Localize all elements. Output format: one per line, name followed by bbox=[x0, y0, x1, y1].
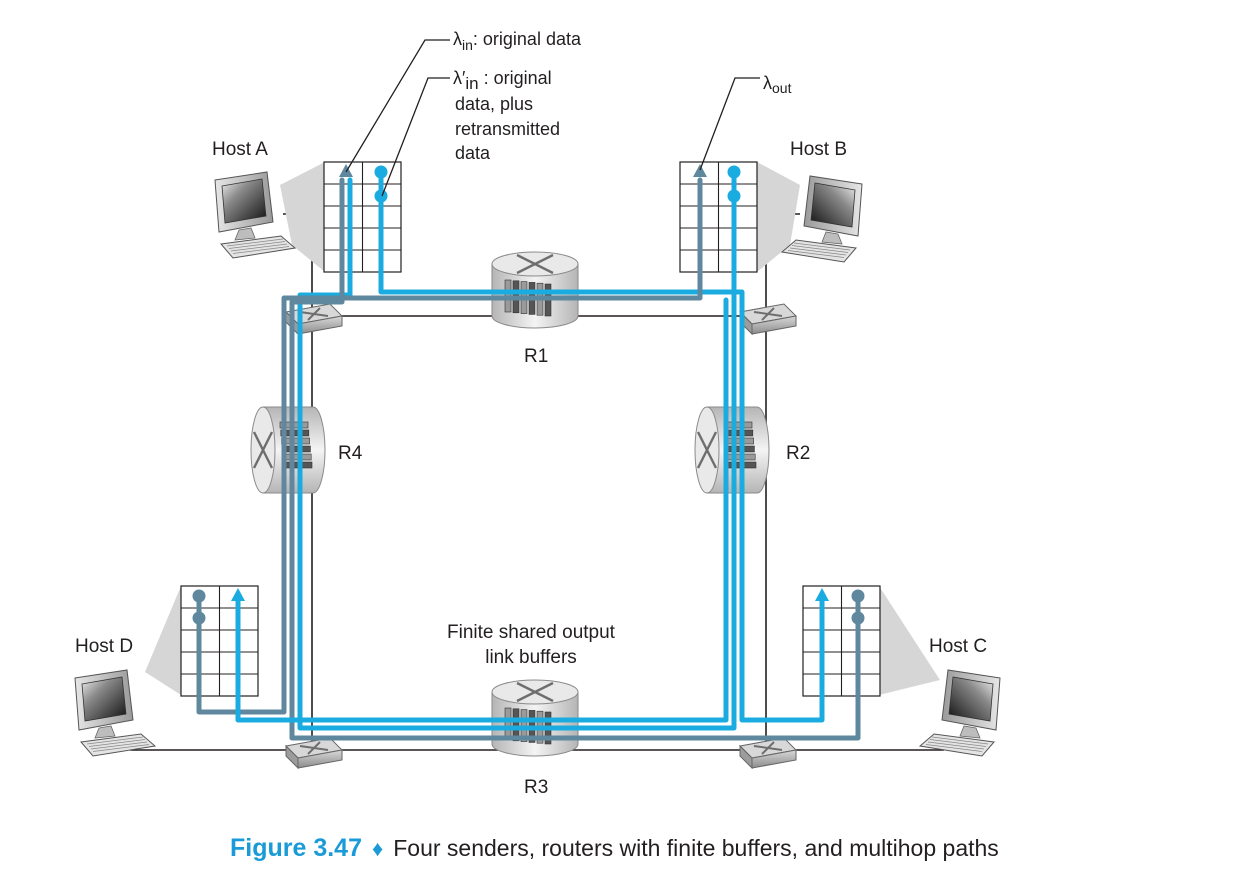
host-d-send-dot-2 bbox=[192, 611, 206, 625]
router-r4-icon bbox=[250, 406, 326, 494]
buffers-note-line2: link buffers bbox=[485, 647, 577, 668]
caption-text: Four senders, routers with finite buffer… bbox=[393, 835, 999, 861]
host-a-shadow bbox=[280, 162, 325, 272]
router-r2-label: R2 bbox=[786, 443, 810, 464]
host-a-computer-icon bbox=[214, 171, 297, 259]
host-d-arrival-arrow-icon bbox=[231, 588, 245, 601]
host-buffers bbox=[180, 161, 881, 697]
lambda-prime-label: λ′in : original bbox=[453, 68, 552, 93]
host-b-shadow bbox=[757, 162, 800, 272]
path-host-c-to-host-a bbox=[289, 177, 861, 741]
host-b-computer-icon bbox=[780, 175, 863, 263]
host-c-label: Host C bbox=[929, 636, 987, 657]
host-c-send-dot-1 bbox=[851, 589, 865, 603]
switch-bottom-left-icon bbox=[284, 737, 344, 770]
lambda-prime-line2: data, plus bbox=[455, 94, 533, 114]
caption-figure-number: Figure 3.47 bbox=[230, 834, 362, 862]
host-a-arrival-arrow-icon bbox=[339, 164, 353, 177]
host-a-send-dot-1 bbox=[374, 165, 388, 179]
lambda-in-symbol: λ bbox=[453, 29, 462, 49]
annotation-leaders bbox=[345, 39, 760, 197]
host-d-label: Host D bbox=[75, 636, 133, 657]
lambda-in-subscript: in bbox=[462, 37, 473, 53]
host-b-send-dot-1 bbox=[727, 165, 741, 179]
host-b-send-dot-2 bbox=[727, 189, 741, 203]
host-c-arrival-arrow-icon bbox=[815, 588, 829, 601]
router-r4-label: R4 bbox=[338, 443, 363, 464]
buffers-note-line1: Finite shared output bbox=[447, 622, 616, 643]
host-a-send-dot-2 bbox=[374, 189, 388, 203]
router-r3-label: R3 bbox=[524, 777, 548, 798]
host-d-send-dot-1 bbox=[192, 589, 206, 603]
lambda-prime-line3: retransmitted bbox=[455, 119, 560, 139]
host-d-buffer-table bbox=[180, 585, 259, 697]
leader-lambda-out bbox=[699, 77, 760, 171]
host-projection-shadows bbox=[145, 162, 940, 695]
host-b-buffer-table bbox=[679, 161, 758, 273]
lambda-prime-subscript: in bbox=[465, 74, 478, 93]
host-c-buffer-table bbox=[802, 585, 881, 697]
lambda-prime-text: : original bbox=[479, 68, 552, 88]
leader-lambda-prime bbox=[381, 77, 450, 197]
leader-lambda-in bbox=[345, 39, 450, 173]
path-host-a-to-host-c bbox=[378, 169, 825, 723]
switch-bottom-right-icon bbox=[738, 737, 798, 770]
path-host-d-to-host-b bbox=[196, 177, 703, 715]
lambda-out-symbol: λ bbox=[763, 73, 772, 93]
router-r1-label: R1 bbox=[524, 346, 548, 367]
host-d-shadow bbox=[145, 586, 181, 695]
lambda-out-label: λout bbox=[763, 73, 792, 96]
path-to-host-d bbox=[235, 297, 729, 723]
path-host-b-to-host-a bbox=[297, 169, 737, 731]
host-b-label: Host B bbox=[790, 139, 847, 160]
hosts bbox=[74, 171, 1001, 757]
host-b-arrival-arrow-icon bbox=[693, 164, 707, 177]
edge-switches bbox=[284, 303, 798, 770]
caption-diamond-icon: ♦ bbox=[372, 836, 383, 861]
traffic-paths bbox=[192, 164, 865, 741]
host-c-send-dot-2 bbox=[851, 611, 865, 625]
host-d-computer-icon bbox=[74, 669, 157, 757]
host-a-label: Host A bbox=[212, 139, 268, 160]
host-c-computer-icon bbox=[918, 669, 1001, 757]
figure-caption: Figure 3.47 ♦ Four senders, routers with f… bbox=[230, 834, 999, 862]
switch-top-right-icon bbox=[738, 303, 798, 336]
lambda-prime-symbol: λ′ bbox=[453, 68, 466, 88]
lambda-out-subscript: out bbox=[772, 80, 792, 96]
host-c-shadow bbox=[879, 586, 940, 695]
lambda-in-text: : original data bbox=[473, 29, 582, 49]
lambda-prime-line4: data bbox=[455, 143, 491, 163]
lambda-in-label: λin: original data bbox=[453, 29, 582, 53]
